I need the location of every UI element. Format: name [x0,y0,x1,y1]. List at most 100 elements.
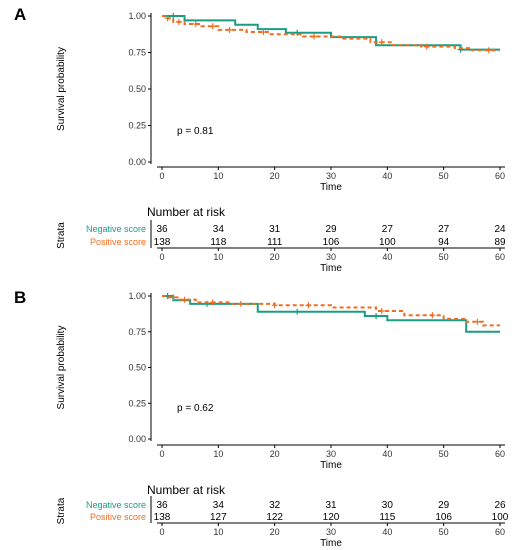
panel-label: A [14,5,26,24]
censor-mark [170,294,177,301]
x-tick-label: 30 [326,171,336,181]
censor-mark [294,29,301,36]
x-tick-label: 0 [159,449,164,459]
y-tick-label: 0.75 [128,327,146,337]
p-value-annotation: p = 0.81 [177,126,214,137]
y-tick-label: 0.25 [128,398,146,408]
risk-table-count: 120 [323,512,340,523]
y-tick-label: 1.00 [128,11,146,21]
risk-table-count: 106 [435,512,452,523]
risk-table-count: 127 [210,512,227,523]
risk-table-title: Number at risk [147,483,226,497]
risk-table-count: 94 [438,237,450,248]
risk-table-x-axis-title: Time [320,538,342,549]
risk-table-strata-label: Strata [56,222,67,249]
censor-mark [311,33,318,40]
x-tick-label: 30 [326,449,336,459]
censor-mark [175,18,182,25]
panel-label: B [14,288,26,307]
risk-table-row-label: Positive score [90,512,146,522]
risk-table-count: 27 [438,224,450,235]
risk-table-row-label: Negative score [86,224,146,234]
risk-table-count: 29 [325,224,337,235]
risk-table-count: 89 [494,237,506,248]
censor-mark [423,43,430,50]
x-tick-label: 50 [439,171,449,181]
risk-table-count: 36 [156,224,168,235]
risk-table-count: 34 [213,500,225,511]
x-tick-label: 50 [439,449,449,459]
censor-mark [209,23,216,30]
censor-mark [474,318,481,325]
censor-mark [181,296,188,303]
censor-mark [209,299,216,306]
x-tick-label: 0 [159,171,164,181]
risk-table-count: 138 [154,237,171,248]
risk-table-count: 27 [382,224,394,235]
censor-mark [170,13,177,19]
y-axis-title: Survival probability [56,326,67,410]
risk-table-x-tick-label: 30 [326,252,336,262]
p-value-annotation: p = 0.62 [177,403,214,414]
risk-table-x-tick-label: 60 [495,527,505,537]
censor-mark [237,300,244,307]
y-tick-label: 0.75 [128,48,146,58]
x-tick-label: 60 [495,449,505,459]
x-axis-title: Time [320,460,342,471]
censor-mark [192,21,199,28]
risk-table-count: 106 [323,237,340,248]
y-tick-label: 0.50 [128,363,146,373]
risk-table-x-tick-label: 40 [382,527,392,537]
x-tick-label: 40 [382,171,392,181]
risk-table-count: 122 [266,512,283,523]
censor-mark [429,312,436,319]
y-tick-label: 0.00 [128,434,146,444]
x-tick-label: 10 [213,449,223,459]
risk-table-x-tick-label: 10 [213,527,223,537]
y-tick-label: 0.25 [128,121,146,131]
risk-table-row-label: Negative score [86,500,146,510]
censor-mark [260,29,267,36]
risk-table-x-tick-label: 20 [270,252,280,262]
risk-table-count: 100 [492,512,509,523]
risk-table-count: 111 [267,237,283,248]
risk-table-count: 138 [154,512,171,523]
risk-table-x-tick-label: 10 [213,252,223,262]
panel-a: A 0.00 0.25 0.50 0.75 1.00 0 10 20 30 40 50 60 Time Su… [14,5,506,274]
x-tick-label: 60 [495,171,505,181]
risk-table-row-label: Positive score [90,237,146,247]
x-tick-label: 40 [382,449,392,459]
risk-table-count: 31 [269,224,281,235]
risk-table-count: 30 [382,500,394,511]
km-curve-negative-score [162,15,500,51]
km-curve-negative-score [162,295,500,333]
y-tick-label: 0.50 [128,84,146,94]
risk-table-count: 32 [269,500,281,511]
y-tick-label: 0.00 [128,157,146,167]
risk-table-x-axis-title: Time [320,263,342,274]
x-tick-label: 20 [270,171,280,181]
risk-table-x-tick-label: 50 [439,252,449,262]
risk-table-count: 34 [213,224,225,235]
risk-table-count: 31 [325,500,337,511]
x-tick-label: 20 [270,449,280,459]
censor-mark [271,302,278,309]
risk-table-strata-label: Strata [56,497,67,524]
censor-mark [485,47,492,54]
censor-mark [294,308,301,315]
x-tick-label: 10 [213,171,223,181]
censor-mark [373,313,380,320]
risk-table-x-tick-label: 40 [382,252,392,262]
censor-mark [226,26,233,33]
panel-b: B 0.00 0.25 0.50 0.75 1.00 0 10 20 30 40 50 60 Time Su… [14,288,509,549]
risk-table-count: 29 [438,500,450,511]
risk-table-x-tick-label: 0 [159,527,164,537]
risk-table-count: 115 [379,512,395,523]
y-axis-title: Survival probability [56,47,67,131]
risk-table-x-tick-label: 50 [439,527,449,537]
risk-table-count: 36 [156,500,168,511]
censor-mark [305,302,312,309]
censor-mark [378,308,385,315]
risk-table-count: 100 [379,237,396,248]
risk-table-count: 24 [494,224,506,235]
